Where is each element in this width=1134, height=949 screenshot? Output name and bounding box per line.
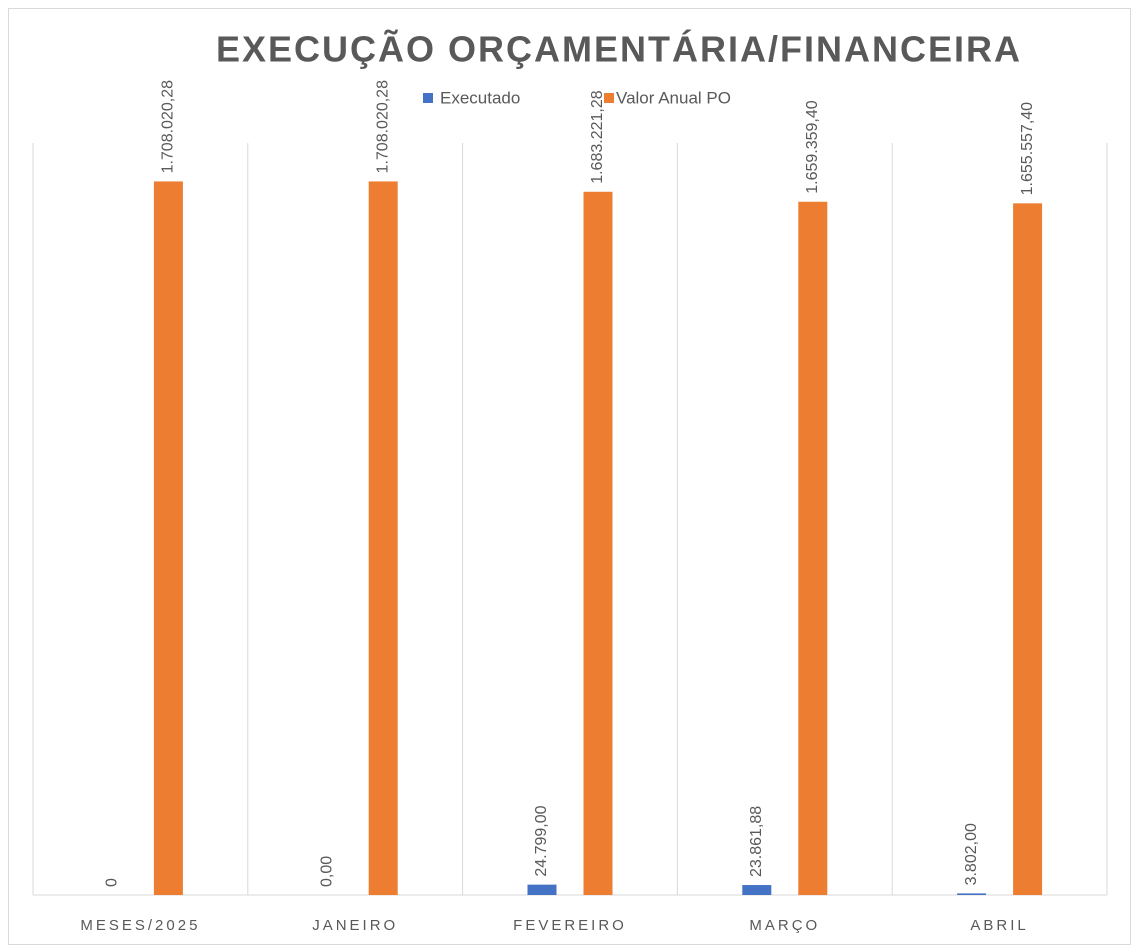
bar (153, 181, 183, 896)
bar (368, 181, 398, 896)
legend-swatch (604, 93, 614, 103)
data-label: 1.683.221,28 (589, 90, 606, 184)
legend-swatch (423, 93, 433, 103)
bar (798, 201, 828, 895)
bar (742, 885, 772, 895)
bar (583, 191, 613, 896)
data-label: 1.655.557,40 (1019, 102, 1036, 196)
data-label: 24.799,00 (533, 805, 550, 876)
data-label: 1.708.020,28 (160, 80, 177, 174)
bar (527, 884, 557, 895)
chart-border (8, 8, 1131, 945)
x-tick-label: MARÇO (749, 917, 820, 934)
data-label: 3.802,00 (963, 823, 980, 885)
data-label: 1.708.020,28 (374, 80, 391, 174)
data-label: 0 (104, 878, 121, 887)
x-tick-label: ABRIL (970, 917, 1028, 934)
bar (957, 893, 987, 895)
bar (1013, 203, 1043, 895)
x-tick-label: FEVEREIRO (513, 917, 627, 934)
data-label: 23.861,88 (748, 806, 765, 877)
legend-label: Valor Anual PO (616, 88, 731, 107)
chart-title: EXECUÇÃO ORÇAMENTÁRIA/FINANCEIRA (216, 28, 1022, 70)
x-tick-label: JANEIRO (312, 917, 398, 934)
data-label: 1.659.359,40 (804, 100, 821, 194)
data-label: 0,00 (318, 856, 335, 887)
x-tick-label: MESES/2025 (80, 917, 200, 934)
legend-label: Executado (440, 88, 520, 107)
